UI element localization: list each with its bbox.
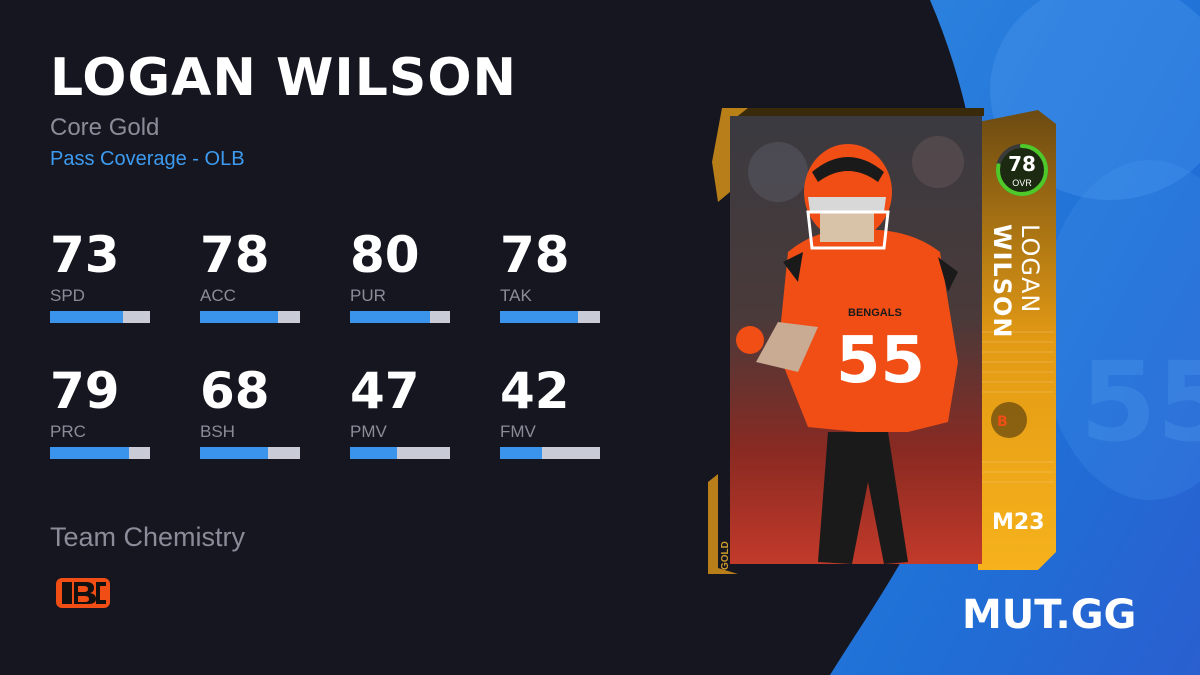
stat-bar <box>200 311 300 323</box>
stat-bar <box>200 447 300 459</box>
jersey-text: BENGALS <box>848 307 902 319</box>
jersey-number: 55 <box>836 324 925 398</box>
card-first-name: LOGAN <box>1016 224 1044 314</box>
stat-value: 47 <box>350 362 420 420</box>
stat-bar-fill <box>200 311 278 323</box>
stat-bar <box>50 447 150 459</box>
card-tier: GOLD <box>720 541 731 570</box>
stat-bar <box>350 311 450 323</box>
stat-label: PMV <box>350 422 387 441</box>
ovr-label: OVR <box>1012 178 1032 188</box>
stat-pur: 80 PUR <box>350 226 450 323</box>
stat-label: BSH <box>200 422 235 441</box>
stat-value: 80 <box>350 226 420 284</box>
stat-bar-fill <box>500 311 578 323</box>
stat-value: 73 <box>50 226 120 284</box>
stat-bar <box>500 311 600 323</box>
ovr-value: 78 <box>1008 152 1036 176</box>
player-name: LOGAN WILSON <box>50 48 518 108</box>
stat-bar-fill <box>50 311 123 323</box>
stat-bar-fill <box>200 447 268 459</box>
stat-acc: 78 ACC <box>200 226 300 323</box>
stat-prc: 79 PRC <box>50 362 150 459</box>
ovr-ring-progress <box>996 144 1048 196</box>
stat-bar-fill <box>350 311 430 323</box>
archetype-label: Pass Coverage - OLB <box>50 148 245 170</box>
stat-spd: 73 SPD <box>50 226 150 323</box>
program-label: Core Gold <box>50 114 160 141</box>
stat-label: PRC <box>50 422 86 441</box>
stat-value: 78 <box>200 226 270 284</box>
card-team-badge <box>991 402 1027 438</box>
stat-bar-fill <box>500 447 542 459</box>
stat-bsh: 68 BSH <box>200 362 300 459</box>
stat-pmv: 47 PMV <box>350 362 450 459</box>
stat-fmv: 42 FMV <box>500 362 600 459</box>
stat-bar-fill <box>350 447 397 459</box>
card-last-name: WILSON <box>988 224 1016 339</box>
stat-value: 68 <box>200 362 270 420</box>
svg-text:55: 55 <box>1080 338 1200 466</box>
stat-label: SPD <box>50 286 85 305</box>
stat-bar <box>350 447 450 459</box>
card-frame: 55 BENGALS B <box>708 108 1056 574</box>
stat-tak: 78 TAK <box>500 226 600 323</box>
brand-logo[interactable]: MUT.GG <box>962 592 1137 638</box>
stat-label: ACC <box>200 286 236 305</box>
player-card[interactable]: 55 BENGALS B 78 OVR LOGAN WILSON M23 <box>708 102 1060 574</box>
stat-bar <box>50 311 150 323</box>
stat-value: 42 <box>500 362 570 420</box>
team-chemistry-title: Team Chemistry <box>50 522 246 552</box>
stat-label: FMV <box>500 422 536 441</box>
stat-value: 79 <box>50 362 120 420</box>
stat-value: 78 <box>500 226 570 284</box>
stat-bar-fill <box>50 447 129 459</box>
card-year: M23 <box>992 510 1045 535</box>
svg-text:B: B <box>997 414 1008 430</box>
ovr-badge: 78 OVR <box>992 140 1052 200</box>
stat-label: PUR <box>350 286 386 305</box>
stat-bar <box>500 447 600 459</box>
stat-label: TAK <box>500 286 532 305</box>
bengals-logo-icon[interactable] <box>54 574 112 612</box>
